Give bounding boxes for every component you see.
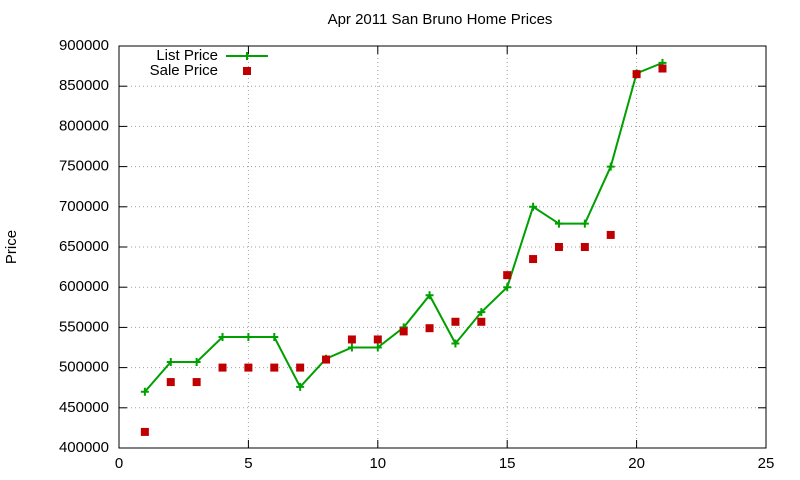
point [218,333,227,342]
y-tick-label: 850000 [59,77,109,94]
point [373,343,382,352]
chart-title: Apr 2011 San Bruno Home Prices [328,11,553,28]
y-tick-label: 650000 [59,238,109,255]
point [373,335,382,344]
point [347,335,356,344]
point [218,363,227,372]
legend-swatch [243,67,251,75]
y-tick-label: 500000 [59,359,109,376]
y-tick-label: 800000 [59,117,109,134]
point [166,357,175,366]
point [606,162,615,171]
x-tick-label: 5 [244,455,252,472]
y-tick-label: 450000 [59,399,109,416]
x-tick-label: 20 [628,455,645,472]
point [580,243,589,251]
point [399,327,408,336]
point [296,382,305,391]
point [270,333,279,342]
point [140,387,149,396]
point [192,378,201,387]
y-tick-label: 400000 [59,439,109,456]
point [270,363,279,372]
point [477,317,486,326]
point [425,324,434,333]
point [296,363,305,372]
point [451,339,460,348]
point [606,230,615,239]
point [192,357,201,366]
point [554,243,563,251]
x-tick-label: 0 [115,455,123,472]
y-tick-label: 700000 [59,198,109,215]
point [451,317,460,326]
x-tick-label: 25 [758,455,775,472]
point [529,202,538,211]
point [244,363,253,372]
point [503,283,512,292]
point [166,378,175,387]
y-tick-label: 550000 [59,318,109,335]
point [425,291,434,300]
point [580,219,589,228]
x-tick-label: 15 [499,455,516,472]
point [658,64,667,73]
point [554,219,563,228]
point [632,70,641,79]
y-tick-label: 900000 [59,37,109,54]
point [244,333,253,342]
legend-swatch [243,52,251,60]
point [140,427,149,436]
y-tick-label: 600000 [59,278,109,295]
legend-label: Sale Price [150,62,218,79]
plot-border [118,45,767,449]
y-tick-label: 750000 [59,158,109,175]
point [503,271,512,280]
x-tick-label: 10 [369,455,386,472]
point [322,355,331,364]
legend-label: List Price [156,47,218,64]
point [529,255,538,264]
point [477,308,486,317]
point [347,343,356,352]
y-axis-label: Price [3,230,20,264]
